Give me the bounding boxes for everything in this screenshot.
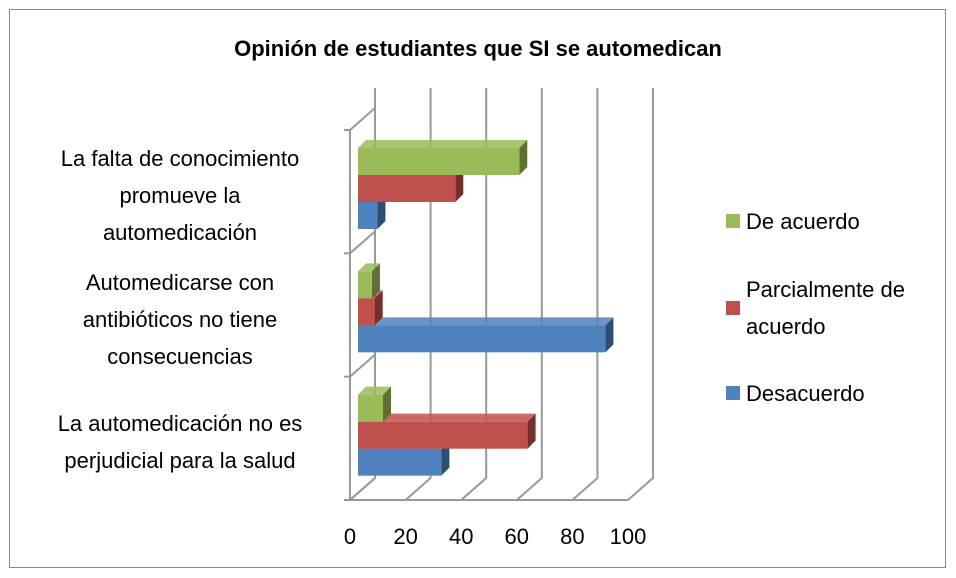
legend-swatch [726,301,740,315]
legend-swatch [726,386,740,400]
x-tick-label: 80 [560,524,584,549]
grid-line [571,88,599,501]
bar-side [441,440,450,476]
bar-side [374,290,383,326]
bar-side [455,167,464,202]
wall-line [349,230,376,255]
x-tick-label: 40 [449,524,473,549]
category-label: La automedicación no es perjudicial para… [57,411,303,474]
wall-line [349,107,376,131]
x-tick-label: 60 [505,524,529,549]
category-label: La falta de conocimiento promueve la aut… [60,146,300,246]
bar [358,202,378,229]
x-tick-label: 0 [344,524,356,549]
bar [358,394,384,422]
bar-top [358,140,528,148]
bar-side [377,194,386,229]
bar-side [519,140,528,175]
bar-side [383,386,392,422]
bar [358,298,375,326]
grid-line [460,88,488,501]
grid-line [627,88,654,501]
bar-top [358,386,392,395]
bar-top [358,317,614,326]
legend-label: Desacuerdo [746,380,865,406]
bar-top [358,413,536,422]
bar [358,448,442,476]
chart-border [9,9,946,568]
bar-top [358,263,380,272]
bar [358,271,372,299]
bar [358,148,520,175]
chart-title: Opinión de estudiantes que SI se automed… [234,36,722,61]
legend-label: De acuerdo [746,208,860,234]
legend-label: Parcialmente de acuerdo [746,277,905,339]
bar [358,421,528,449]
x-tick-label: 20 [393,524,417,549]
legend-swatch [726,214,740,228]
wall-line [349,353,376,378]
bar-side [371,263,380,299]
category-label: Automedicarse con antibióticos no tiene … [82,269,278,369]
x-tick-label: 100 [610,524,647,549]
grid-line [404,88,432,501]
bar [358,175,456,202]
bar [358,325,606,353]
bar-side [605,317,614,353]
bar-side [527,413,536,449]
grid-line [516,88,543,501]
